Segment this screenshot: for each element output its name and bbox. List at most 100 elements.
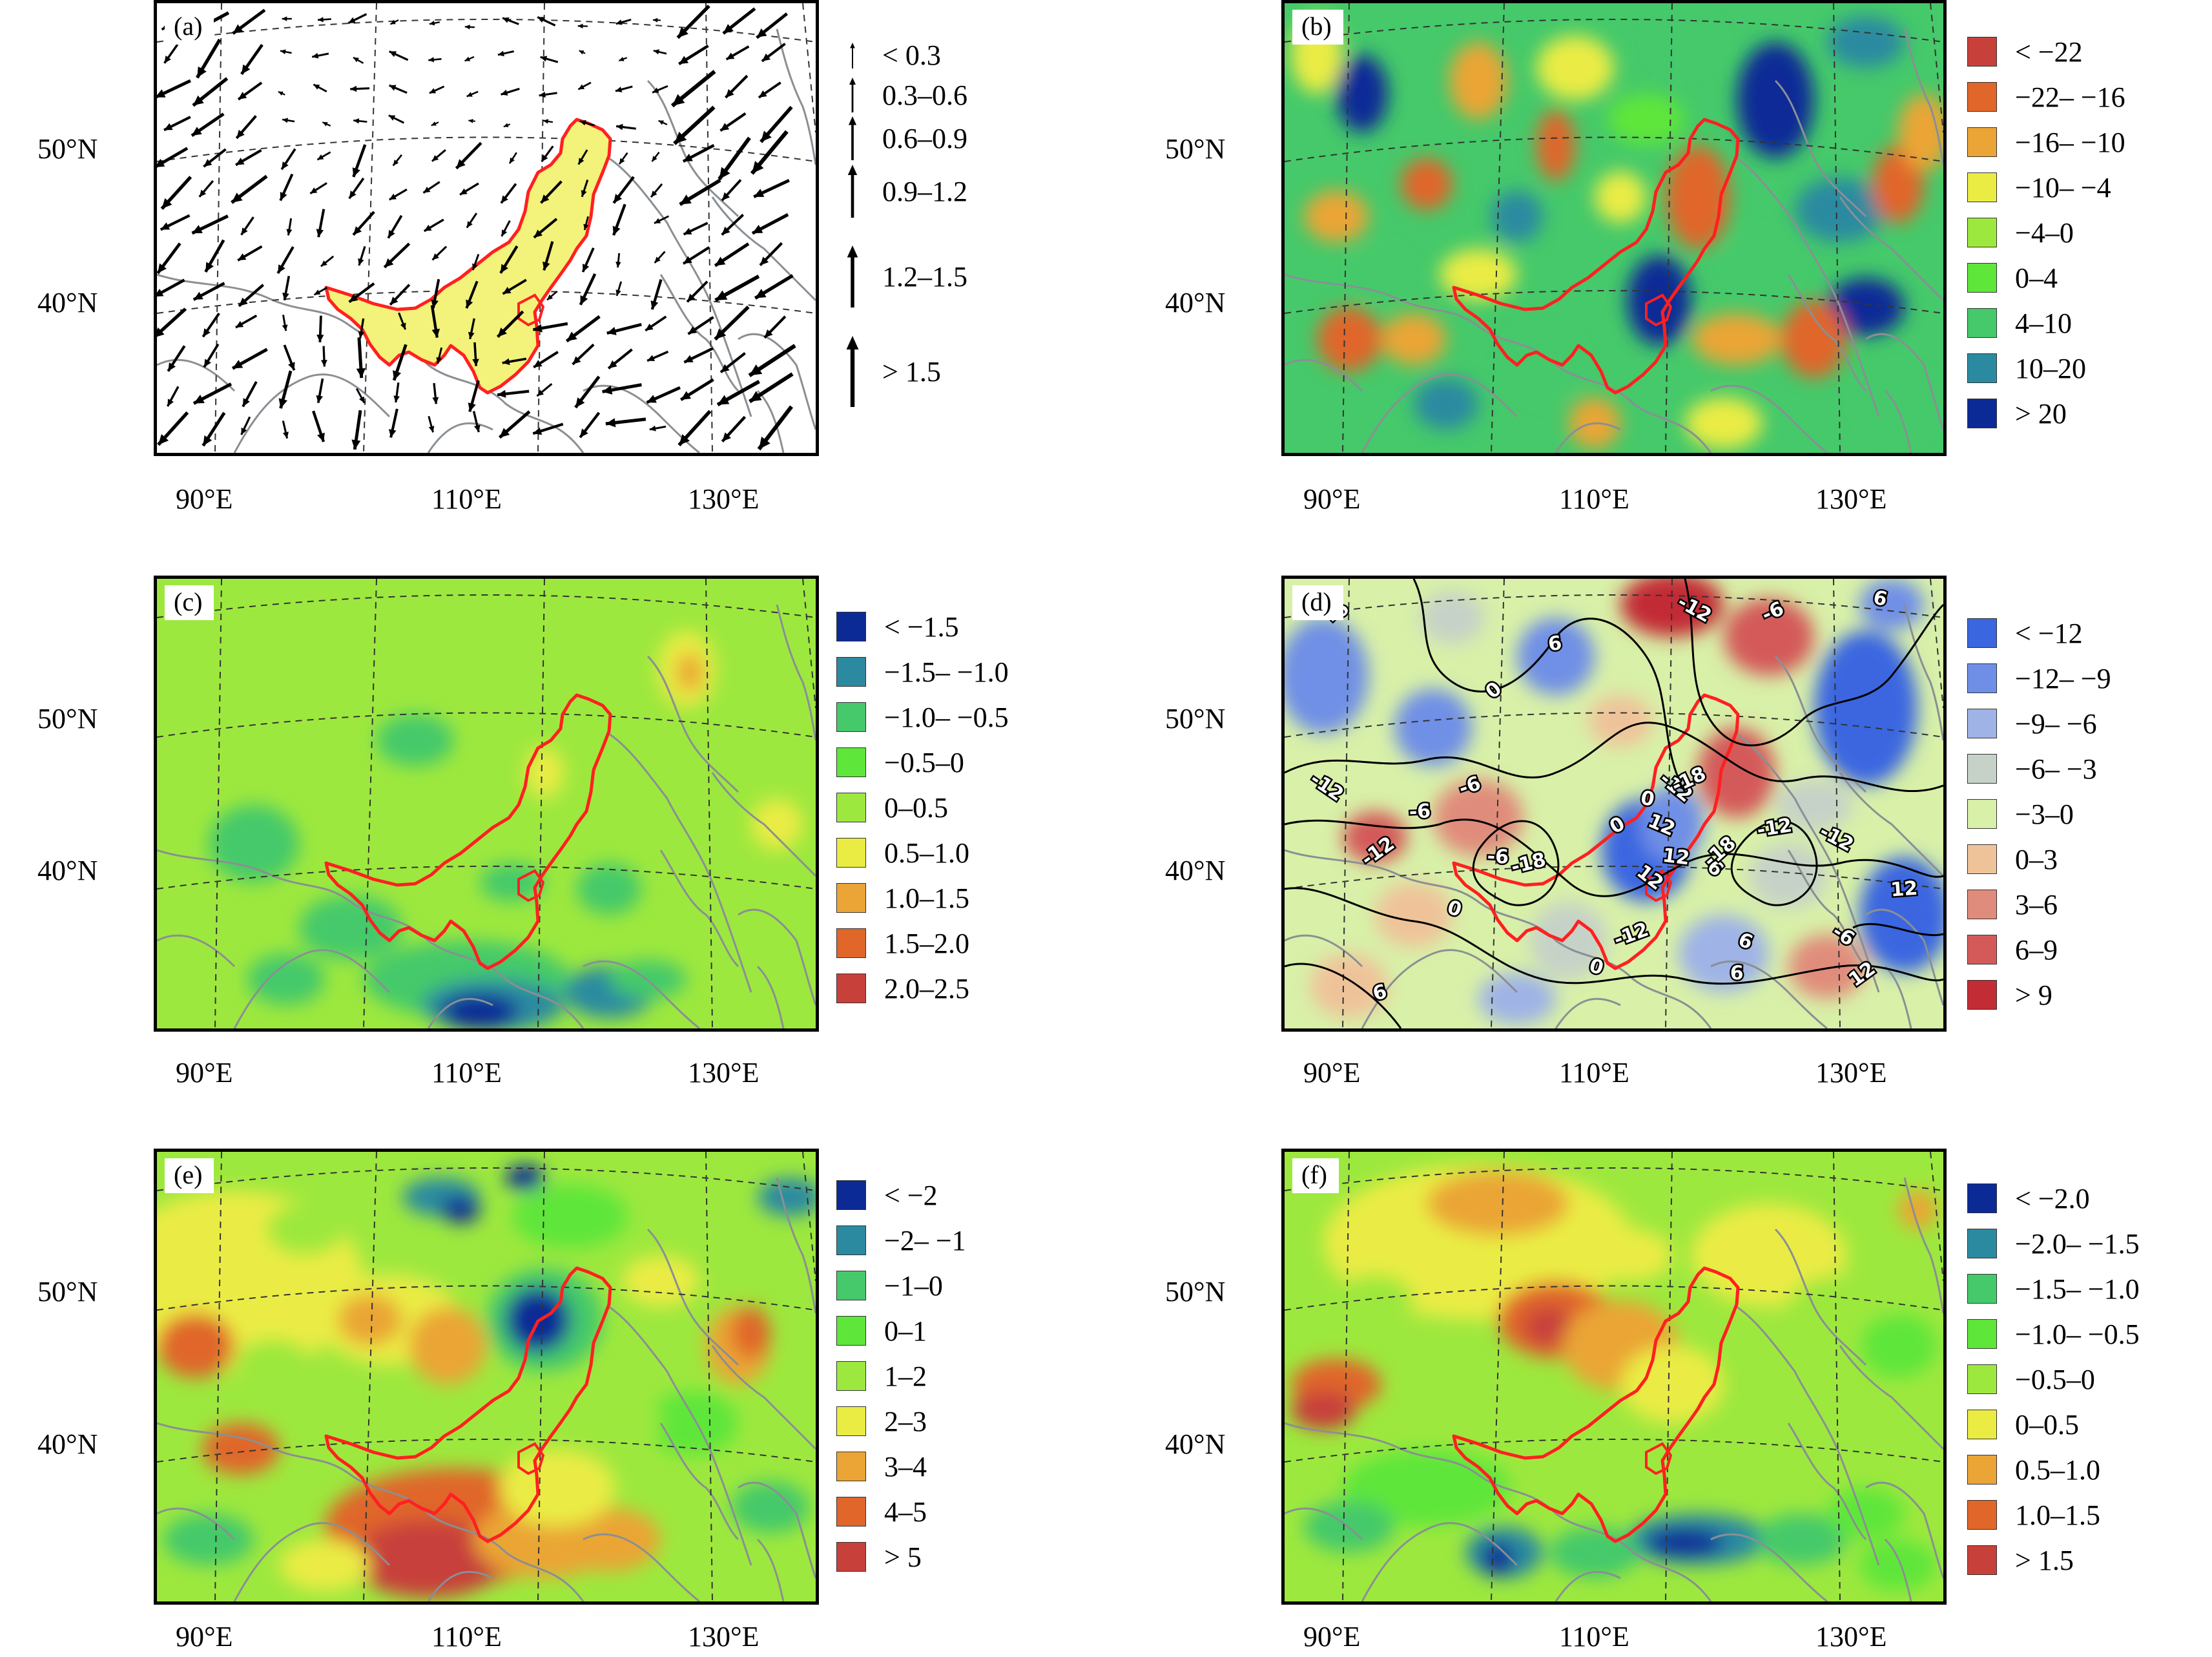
legend-swatch xyxy=(836,747,866,777)
country-border xyxy=(711,772,816,877)
wind-vector-head xyxy=(193,291,203,300)
longitude-gridline xyxy=(802,579,816,709)
field-blob xyxy=(1653,16,1717,68)
wind-vector-head xyxy=(193,95,204,106)
wind-vector-head xyxy=(726,52,735,59)
legend-swatch xyxy=(1967,709,1997,738)
inner-mongolia-subregion xyxy=(1645,869,1673,902)
latitude-gridline xyxy=(1285,712,1943,738)
wind-vector-head xyxy=(168,362,176,371)
wind-vector-head xyxy=(282,432,289,439)
contour-label: -6 xyxy=(1409,800,1431,824)
legend-swatch xyxy=(1967,1455,1997,1485)
panel-label-e: (e) xyxy=(165,1158,214,1193)
country-border xyxy=(1839,1345,1943,1450)
legend-label: 0.9–1.2 xyxy=(882,175,967,207)
wind-vector-head xyxy=(388,229,395,238)
latitude-gridline xyxy=(1285,290,1943,314)
wind-vector-head xyxy=(243,398,250,407)
wind-vector-head xyxy=(612,225,621,236)
legend-item: −6– −3 xyxy=(1967,749,2097,788)
wind-vector-head xyxy=(238,297,248,306)
field-blob xyxy=(758,1178,816,1216)
legend-item: 1.0–1.5 xyxy=(1967,1495,2100,1534)
lon-label-130e: 130°E xyxy=(1815,483,1887,515)
contour-line xyxy=(1285,818,1943,897)
legend-item: > 1.5 xyxy=(840,336,941,407)
field-blob xyxy=(1536,36,1614,100)
latitude-gridline xyxy=(157,712,816,738)
legend-item: 1–2 xyxy=(836,1357,927,1395)
wind-vector-head xyxy=(350,85,357,92)
contour-line xyxy=(1684,579,1943,747)
wind-vector-head xyxy=(432,397,439,404)
wind-vector-head xyxy=(278,398,288,409)
longitude-gridline xyxy=(1665,1152,1673,1601)
map-e-canvas xyxy=(157,1152,816,1601)
wind-vector-head xyxy=(389,51,397,57)
legend-item: −12– −9 xyxy=(1967,659,2111,698)
field-blob xyxy=(157,1313,234,1378)
field-blob xyxy=(1691,313,1782,365)
country-border xyxy=(1285,934,1363,968)
country-border xyxy=(1903,604,1943,741)
wind-vector-head xyxy=(543,261,550,271)
country-border xyxy=(583,1533,700,1601)
legend-item: −2– −1 xyxy=(836,1221,966,1260)
country-border xyxy=(1285,1422,1712,1601)
legend-swatch xyxy=(836,974,866,1003)
wind-vector-head xyxy=(393,395,400,402)
wind-vector-head xyxy=(749,364,763,376)
contour-line xyxy=(1285,722,1943,793)
wind-vector-head xyxy=(614,194,623,203)
wind-vector-head xyxy=(725,89,734,98)
wind-vector-head xyxy=(388,115,396,121)
country-border xyxy=(1774,655,1867,793)
field-blob xyxy=(1730,236,1795,287)
longitude-gridline xyxy=(214,3,222,453)
longitude-gridline xyxy=(705,1152,713,1601)
field-blob xyxy=(1620,1346,1724,1423)
legend-swatch xyxy=(836,1542,866,1572)
inner-mongolia-outline xyxy=(324,118,612,395)
wind-vector-head xyxy=(460,188,468,195)
contour-layer xyxy=(1285,579,1943,1028)
legend-swatch xyxy=(836,1406,866,1436)
wind-vector-head xyxy=(349,191,357,199)
wind-vector-head xyxy=(466,221,473,228)
country-border xyxy=(1710,1533,1828,1601)
legend-label: 6–9 xyxy=(2015,933,2058,966)
map-b-canvas xyxy=(1285,3,1943,453)
field-blobs xyxy=(157,1165,816,1598)
wind-vector-head xyxy=(236,129,245,138)
wind-vector-head xyxy=(164,55,171,63)
legend-swatch xyxy=(836,1452,866,1481)
legend-item: 0.6–0.9 xyxy=(840,116,967,160)
country-border xyxy=(1361,373,1518,453)
country-border xyxy=(756,1538,785,1601)
field-blob xyxy=(338,1294,402,1346)
lon-label-130e: 130°E xyxy=(688,1621,760,1652)
legend-item: −2.0– −1.5 xyxy=(1967,1224,2140,1263)
field-blob xyxy=(499,1449,615,1527)
field-blob xyxy=(677,653,703,692)
wind-vector-head xyxy=(317,154,324,160)
wind-vector-head xyxy=(353,57,359,63)
legend-swatch xyxy=(1967,172,1997,202)
wind-vector-head xyxy=(472,359,479,366)
country-border xyxy=(1361,1522,1518,1601)
legend-item: −0.5–0 xyxy=(836,743,964,782)
legend-swatch xyxy=(1967,1545,1997,1575)
wind-vector-head xyxy=(578,158,584,165)
wind-vector-head xyxy=(310,187,318,194)
legend-label: 1–2 xyxy=(884,1360,927,1392)
wind-vector-head xyxy=(205,262,214,272)
legend-swatch xyxy=(836,1271,866,1300)
wind-vector-head xyxy=(191,127,202,136)
wind-vector-head xyxy=(278,264,285,274)
wind-vector-head xyxy=(192,225,203,234)
field-blob xyxy=(351,1520,506,1598)
wind-vector-head xyxy=(282,118,288,123)
wind-vector-head xyxy=(677,26,688,38)
legend-label: 0–0.5 xyxy=(884,791,948,824)
